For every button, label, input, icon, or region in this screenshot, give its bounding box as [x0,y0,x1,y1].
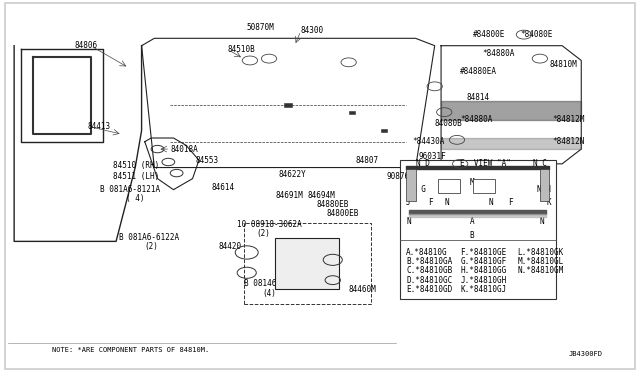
Text: 84800EB: 84800EB [326,209,359,218]
Text: 84553: 84553 [196,155,219,165]
Text: 84807: 84807 [355,155,378,165]
Text: N: N [444,198,449,207]
Text: *84812M: *84812M [552,115,585,124]
Text: B 081A6-8121A: B 081A6-8121A [100,185,160,194]
Text: M: M [470,178,474,187]
Text: 84511 (LH): 84511 (LH) [113,172,159,181]
Bar [438,179,460,193]
Bar [284,103,292,107]
Text: B 081A6-6122A: B 081A6-6122A [119,233,179,242]
Text: 84810M: 84810M [549,60,577,69]
Bar [540,169,549,201]
Text: #84880EA: #84880EA [460,67,497,76]
Text: N: N [540,217,545,225]
Text: (2): (2) [256,230,270,238]
Text: N H: N H [537,185,550,194]
Text: K.*84810GJ: K.*84810GJ [460,285,506,294]
Text: 84300: 84300 [301,26,324,35]
Text: 84510 (RH): 84510 (RH) [113,161,159,170]
Text: #84800E: #84800E [473,30,506,39]
Bar [244,223,371,304]
Text: JB4300FD: JB4300FD [568,351,602,357]
Text: E.*84810GD: E.*84810GD [406,285,452,294]
Text: F: F [508,198,513,207]
Text: N C: N C [534,159,547,169]
Text: NOTE: *ARE COMPONENT PARTS OF 84810M.: NOTE: *ARE COMPONENT PARTS OF 84810M. [52,347,210,353]
Text: 84814: 84814 [467,93,490,102]
Text: 84622Y: 84622Y [278,170,307,179]
Text: C.*84810GB: C.*84810GB [406,266,452,275]
Text: *84880A: *84880A [483,49,515,58]
Bar [406,169,415,201]
Text: 84806: 84806 [75,41,98,50]
Text: K: K [546,198,551,207]
Text: 84614: 84614 [212,183,235,192]
Text: F.*84810GE: F.*84810GE [460,248,506,257]
Text: D.*84810GC: D.*84810GC [406,276,452,285]
Bar [275,238,339,289]
Text: N D: N D [415,159,429,169]
Bar [381,129,387,132]
Bar [473,179,495,193]
Bar [349,111,355,113]
Text: N G: N G [412,185,426,194]
Text: M.*84810GL: M.*84810GL [518,257,564,266]
Text: 84420: 84420 [218,243,241,251]
Text: N: N [489,198,493,207]
Text: N: N [406,217,411,225]
Text: 84691M: 84691M [275,191,303,200]
Text: L.*84810GK: L.*84810GK [518,248,564,257]
Text: A.*84810G: A.*84810G [406,248,447,257]
Text: B.*84810GA: B.*84810GA [406,257,452,266]
Text: ( 4): ( 4) [125,195,144,203]
Text: 90876P: 90876P [387,172,415,181]
Text: J.*84810GH: J.*84810GH [460,276,506,285]
Text: 84413: 84413 [88,122,111,131]
Text: B 08146-6122G: B 08146-6122G [244,279,303,288]
Text: 84510B: 84510B [228,45,255,54]
Text: J: J [406,198,411,207]
Text: A: A [470,217,474,225]
Text: 84018A: 84018A [170,145,198,154]
Text: E  VIEW "A": E VIEW "A" [460,159,511,169]
Bar [399,160,556,299]
Text: 10 08918-3062A: 10 08918-3062A [237,220,302,229]
Text: 50870M: 50870M [246,23,275,32]
Text: 84080B: 84080B [435,119,463,128]
Text: G.*84810GF: G.*84810GF [460,257,506,266]
Text: *84812N: *84812N [552,137,585,146]
Text: F: F [428,198,433,207]
Text: 84694M: 84694M [307,191,335,200]
Text: 84880EB: 84880EB [317,200,349,209]
Text: (4): (4) [262,289,276,298]
Text: 96031F: 96031F [419,152,447,161]
Text: *84080E: *84080E [521,30,553,39]
Text: *84430A: *84430A [412,137,445,146]
Text: N.*84810GM: N.*84810GM [518,266,564,275]
Text: (2): (2) [145,243,159,251]
Text: 84460M: 84460M [349,285,376,294]
Text: *84880A: *84880A [460,115,493,124]
Text: B: B [470,231,474,240]
Text: H.*84810GG: H.*84810GG [460,266,506,275]
